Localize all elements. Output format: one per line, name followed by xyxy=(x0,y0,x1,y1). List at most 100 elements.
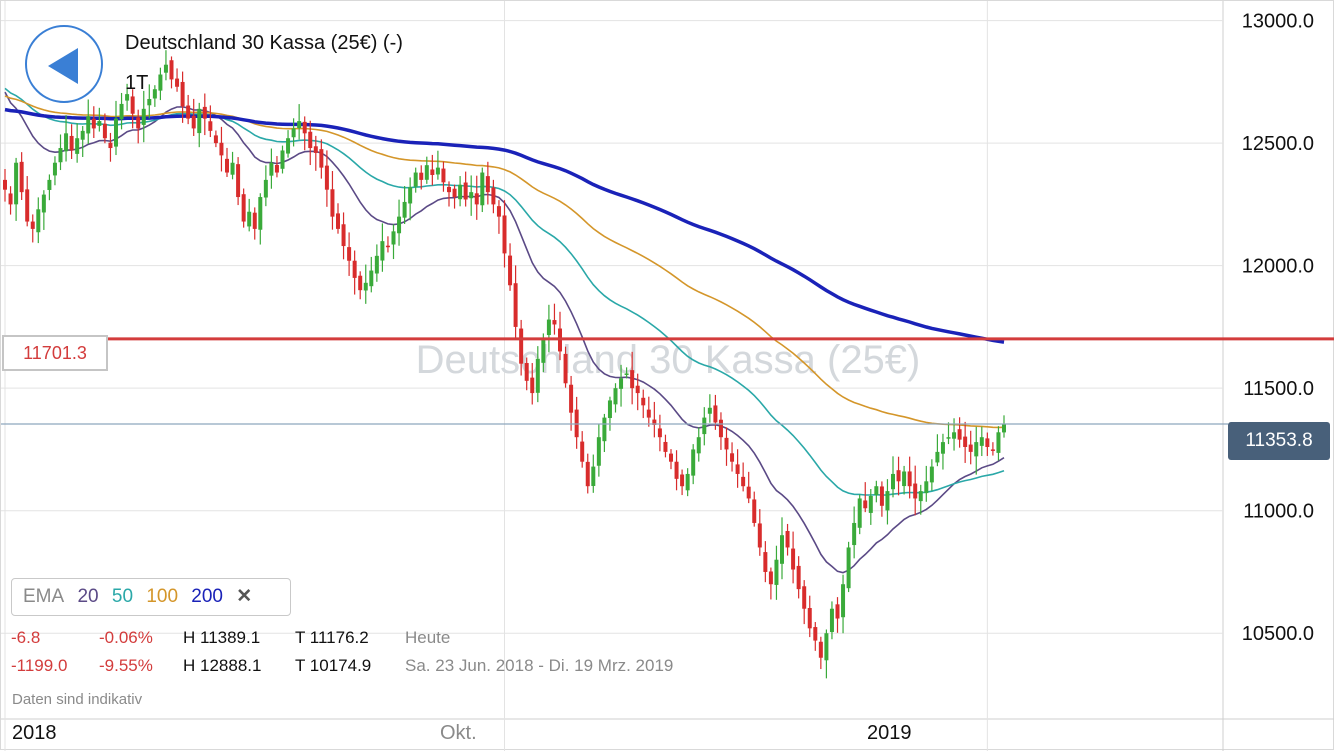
candle xyxy=(91,106,96,139)
candle xyxy=(391,224,396,260)
candle xyxy=(147,84,152,119)
candle xyxy=(213,130,218,148)
y-axis: 13000.0 12500.0 12000.0 11500.0 11000.0 10500… xyxy=(1242,11,1314,646)
candle-body xyxy=(452,188,457,198)
timeframe-label[interactable]: 1T xyxy=(125,72,149,94)
candle-body xyxy=(552,320,557,325)
candle-body xyxy=(191,115,196,129)
candle xyxy=(924,465,929,502)
candle xyxy=(885,479,890,525)
indicator-legend[interactable]: EMA 20 50 100 200 ✕ xyxy=(11,578,291,616)
candle xyxy=(607,396,612,431)
candle-body xyxy=(219,142,224,156)
candle xyxy=(97,107,102,132)
candle-body xyxy=(669,453,673,462)
candle xyxy=(341,212,346,260)
candle-body xyxy=(213,135,218,144)
candle xyxy=(435,150,440,180)
candle-body xyxy=(274,165,279,173)
candle xyxy=(524,357,529,391)
candle-body xyxy=(458,184,463,200)
candle xyxy=(580,431,585,468)
close-icon[interactable]: ✕ xyxy=(236,586,253,607)
candle xyxy=(796,556,801,599)
candle xyxy=(896,456,901,496)
candle-body xyxy=(796,565,801,590)
candle-body xyxy=(613,388,618,405)
candle-body xyxy=(3,179,7,190)
candle-body xyxy=(286,138,291,154)
candle-body xyxy=(641,397,646,406)
candle-body xyxy=(707,407,712,414)
candle xyxy=(402,186,407,224)
candle-body xyxy=(857,498,862,528)
candle-body xyxy=(535,358,540,393)
candle-body xyxy=(397,216,402,234)
candle-body xyxy=(807,608,812,629)
candle xyxy=(474,175,479,220)
candle-body xyxy=(746,486,751,499)
candle xyxy=(935,434,940,467)
candle xyxy=(957,417,962,448)
candle xyxy=(180,71,185,123)
candle xyxy=(25,176,30,227)
candle-body xyxy=(114,118,118,147)
candle-body xyxy=(363,282,368,291)
candle xyxy=(313,135,318,171)
candle xyxy=(763,541,768,583)
candle xyxy=(602,413,607,453)
candle-body xyxy=(108,142,113,149)
candle xyxy=(829,601,834,640)
candle xyxy=(913,465,918,516)
back-arrow-icon xyxy=(48,48,78,84)
candle-body xyxy=(569,384,574,413)
candle-body xyxy=(147,99,152,106)
candle-body xyxy=(652,419,657,425)
candle-body xyxy=(119,103,124,120)
candle xyxy=(80,126,85,157)
candle-body xyxy=(197,108,202,134)
candle-body xyxy=(380,241,385,261)
candle xyxy=(263,165,268,207)
candle-body xyxy=(435,167,440,175)
candle-body xyxy=(169,60,174,80)
candle xyxy=(624,367,629,379)
x-label-2019: 2019 xyxy=(867,722,912,744)
candle-body xyxy=(330,189,335,217)
back-button[interactable] xyxy=(25,25,103,103)
candle-body xyxy=(774,559,779,585)
candle xyxy=(291,118,296,147)
candle-body xyxy=(347,247,352,261)
candle xyxy=(491,179,496,214)
high-value: H 11389.1 xyxy=(183,628,261,647)
candle-body xyxy=(263,179,268,198)
candle-body xyxy=(802,586,807,609)
candle-body xyxy=(496,206,501,217)
candle-body xyxy=(47,179,52,190)
candle xyxy=(14,157,19,221)
candle xyxy=(785,523,790,556)
candle-body xyxy=(563,353,568,384)
candle xyxy=(169,56,174,89)
candle-body xyxy=(385,245,390,248)
candle xyxy=(219,126,224,172)
candle-body xyxy=(530,377,535,394)
candle-body xyxy=(818,641,823,658)
candle-body xyxy=(252,212,257,229)
y-tick-label: 12000.0 xyxy=(1242,256,1314,278)
level-price-tag[interactable]: 11701.3 xyxy=(2,335,108,371)
candle xyxy=(591,454,596,493)
candle xyxy=(336,203,340,234)
candle xyxy=(225,147,229,177)
candle xyxy=(613,383,618,413)
candle xyxy=(841,574,846,634)
candle-body xyxy=(308,131,313,149)
candle xyxy=(458,176,463,207)
candle-body xyxy=(75,138,80,154)
candle xyxy=(369,256,374,293)
candle xyxy=(874,480,879,503)
candle xyxy=(757,509,762,556)
candle-body xyxy=(291,128,296,138)
